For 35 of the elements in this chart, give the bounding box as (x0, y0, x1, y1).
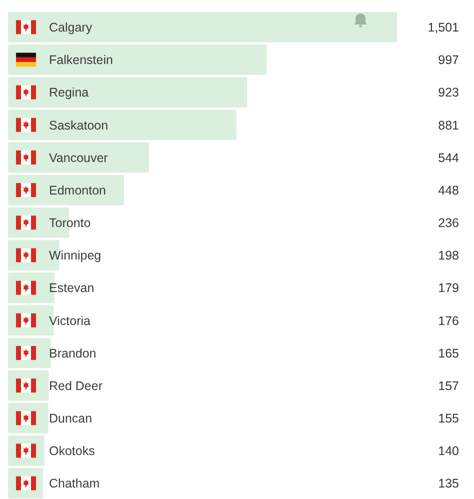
y-tick-label: Edmonton (49, 183, 106, 198)
y-tick-label: Victoria (49, 314, 91, 328)
y-tick-label: Saskatoon (49, 118, 108, 132)
data-label: 544 (438, 150, 460, 165)
data-label: 1,501 (428, 20, 460, 35)
bar (8, 110, 236, 140)
data-label: 165 (438, 346, 460, 360)
data-label: 881 (438, 118, 460, 132)
data-label: 448 (438, 183, 460, 198)
y-tick-label: Calgary (49, 20, 93, 35)
bar (8, 44, 266, 75)
data-label: 140 (438, 444, 460, 458)
y-tick-label: Chatham (49, 476, 100, 491)
data-label: 135 (438, 476, 460, 491)
data-label: 155 (438, 412, 460, 426)
data-label: 198 (438, 248, 460, 263)
data-label: 236 (438, 216, 460, 230)
y-tick-label: Toronto (49, 216, 91, 230)
bar (8, 12, 397, 42)
y-tick-label: Duncan (49, 412, 92, 426)
y-tick-label: Vancouver (49, 150, 108, 165)
y-tick-label: Estevan (49, 281, 94, 296)
data-label: 176 (438, 314, 460, 328)
y-tick-label: Brandon (49, 346, 96, 360)
y-tick-label: Winnipeg (49, 248, 102, 263)
bar (8, 77, 248, 108)
data-label: 157 (438, 378, 460, 393)
data-label: 923 (438, 86, 460, 100)
y-tick-label: Okotoks (49, 444, 95, 458)
y-tick-label: Regina (49, 86, 89, 100)
bar (8, 142, 149, 173)
data-label: 997 (438, 53, 460, 68)
y-tick-label: Falkenstein (49, 53, 113, 68)
y-tick-label: Red Deer (49, 378, 102, 393)
data-label: 179 (438, 281, 460, 296)
